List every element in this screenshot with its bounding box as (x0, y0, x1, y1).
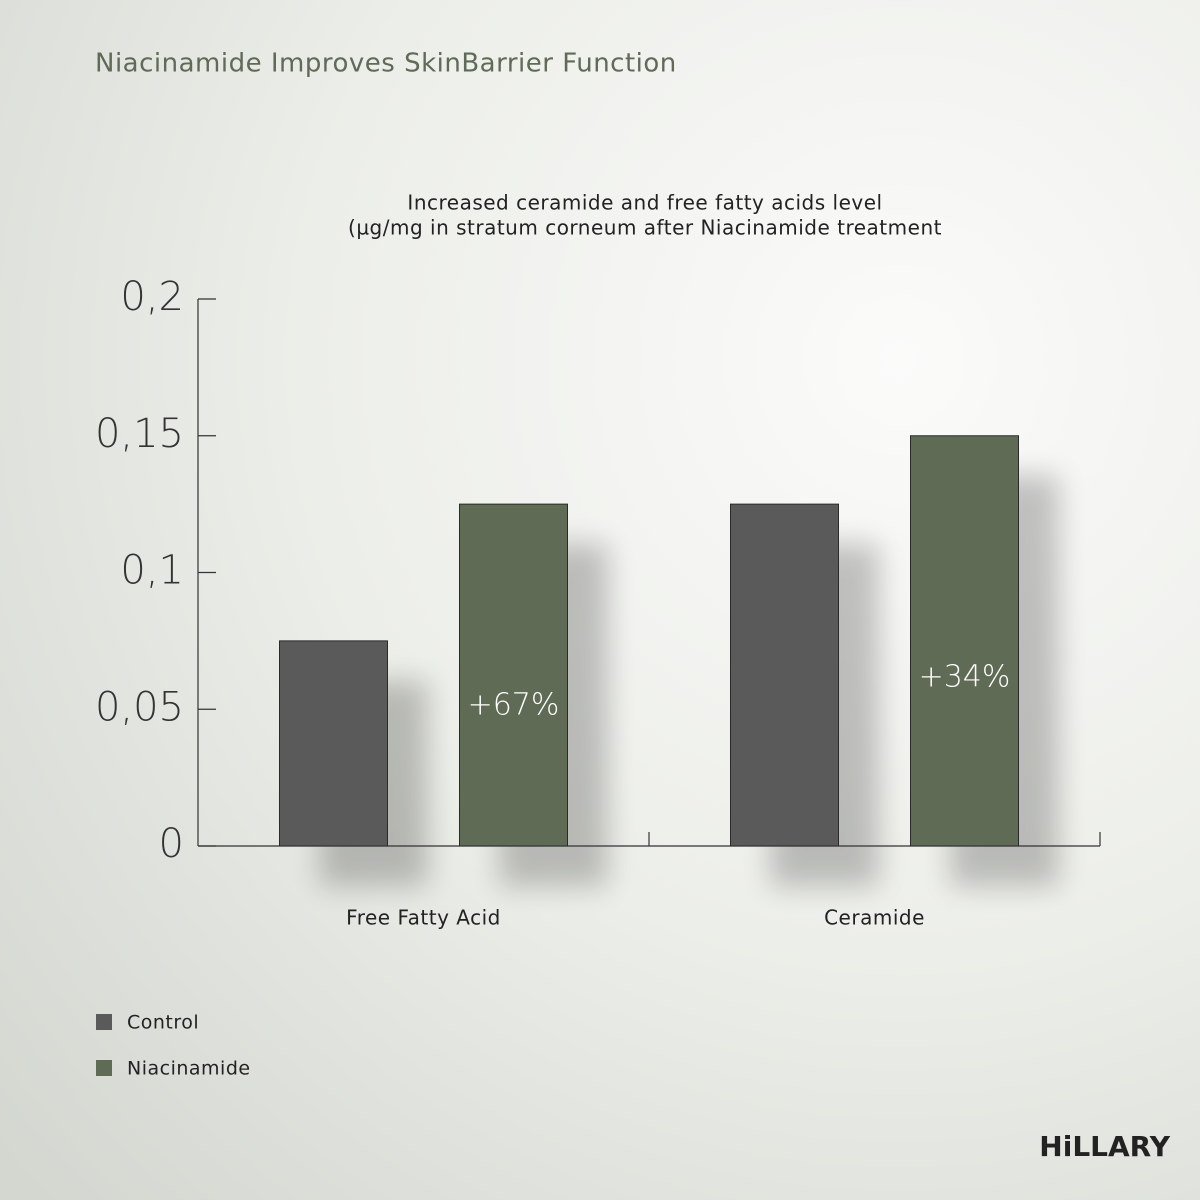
y-tick-label: 0,1 (120, 548, 184, 594)
chart-title: Niacinamide Improves SkinBarrier Functio… (95, 49, 677, 79)
bar (459, 503, 568, 847)
bar-annotation: +34% (919, 659, 1011, 694)
bar (910, 435, 1019, 847)
y-tick-label: 0,05 (95, 684, 184, 730)
subtitle: (µg/mg in stratum corneum after Niacinam… (348, 216, 942, 240)
bar (279, 640, 388, 847)
legend-swatch (96, 1014, 112, 1030)
subtitle: Increased ceramide and free fatty acids … (407, 191, 882, 215)
legend-label: Niacinamide (127, 1058, 251, 1080)
x-tick-label: Free Fatty Acid (346, 906, 501, 930)
bar (730, 503, 839, 847)
legend-swatch (96, 1060, 112, 1076)
x-tick-label: Ceramide (824, 906, 925, 930)
legend-label: Control (127, 1012, 199, 1034)
y-tick-label: 0,15 (95, 411, 184, 457)
y-tick-label: 0 (159, 821, 184, 867)
brand: HiLLARY (1039, 1130, 1170, 1163)
y-tick-label: 0,2 (120, 274, 184, 320)
bar-annotation: +67% (468, 687, 560, 722)
